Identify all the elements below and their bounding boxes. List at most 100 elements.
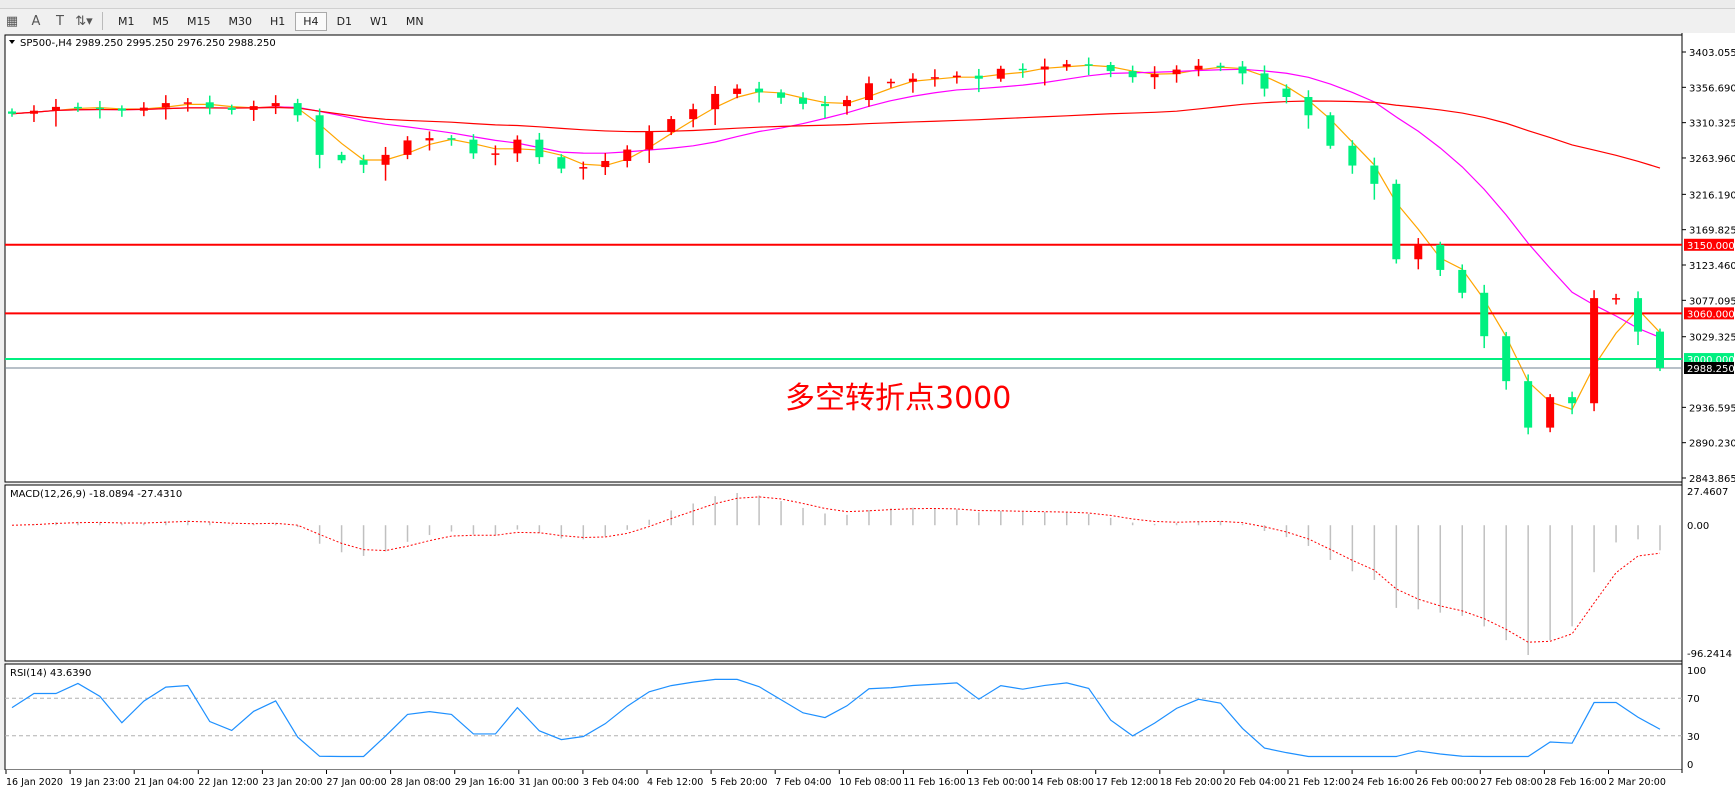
candle-body — [1128, 71, 1137, 78]
chart-window[interactable]: 3403.055 3356.690 3310.325 3263.960 3216.190… — [0, 33, 1735, 794]
candle-body — [1502, 336, 1511, 382]
time-tick-label: 11 Feb 16:00 — [903, 777, 965, 788]
candle-body — [315, 115, 324, 155]
price-tick-label: 3216.190 — [1689, 190, 1735, 201]
candle — [1062, 59, 1071, 71]
candle-body — [205, 102, 214, 108]
price-tick-label: 2843.865 — [1689, 474, 1735, 485]
rsi-tick-label: 30 — [1687, 732, 1700, 743]
timeframe-m15[interactable]: M15 — [187, 14, 211, 28]
candle-body — [601, 160, 610, 168]
text-icon[interactable]: A — [31, 13, 41, 29]
candle — [1458, 264, 1467, 299]
candle-body — [51, 106, 60, 111]
macd-label: MACD(12,26,9) -18.0894 -27.4310 — [10, 489, 182, 500]
candle-body — [1084, 64, 1093, 66]
candle-body — [1480, 292, 1489, 337]
candle-body — [1326, 115, 1335, 146]
candle-body — [667, 119, 676, 133]
timeframe-h4[interactable]: H4 — [295, 11, 327, 31]
timeframe-d1[interactable]: D1 — [336, 14, 353, 28]
candle — [799, 92, 808, 110]
hline-price-label: 3000.000 — [1687, 355, 1735, 366]
candle — [1612, 293, 1621, 305]
rsi-label: RSI(14) 43.6390 — [10, 668, 91, 679]
candle — [29, 105, 38, 122]
candle-body — [117, 108, 126, 111]
candle-body — [183, 102, 192, 104]
candle-body — [513, 139, 522, 154]
arrows-icon[interactable]: ⇅▾ — [75, 13, 93, 29]
hline-price-badge — [1684, 362, 1734, 375]
candle-body — [249, 106, 258, 110]
macd-signal-line — [11, 496, 1661, 643]
candle-body — [1524, 381, 1533, 428]
candle — [1546, 394, 1555, 433]
candle — [689, 103, 698, 128]
candle-body — [1106, 64, 1115, 72]
time-tick-label: 4 Feb 12:00 — [647, 777, 703, 788]
time-tick-label: 19 Jan 23:00 — [70, 777, 130, 788]
macd-tick-label: 27.4607 — [1687, 487, 1728, 498]
candle-body — [645, 132, 654, 150]
chart-header: SP500-,H4 2989.250 2995.250 2976.250 298… — [20, 38, 276, 49]
candle — [1194, 59, 1203, 77]
time-tick-label: 27 Jan 00:00 — [327, 777, 387, 788]
candle — [1282, 84, 1291, 104]
macd-panel — [4, 484, 1683, 662]
collapse-triangle-icon — [9, 40, 15, 44]
candle — [1524, 374, 1533, 435]
candle — [1392, 179, 1401, 264]
candle-body — [711, 93, 720, 110]
candle — [930, 69, 939, 87]
timeframe-mn[interactable]: MN — [405, 14, 424, 28]
candle-body — [337, 154, 346, 161]
candle — [601, 153, 610, 175]
grid-icon[interactable]: ▦ — [5, 13, 19, 29]
rsi-line — [11, 678, 1661, 758]
candle — [996, 65, 1005, 82]
candle — [293, 98, 302, 122]
ma-slow-line — [11, 100, 1661, 169]
candle — [139, 102, 148, 117]
time-tick-label: 17 Feb 12:00 — [1096, 777, 1158, 788]
candle — [842, 95, 851, 115]
timeframe-w1[interactable]: W1 — [370, 14, 388, 28]
candle-body — [821, 103, 830, 107]
time-tick-label: 31 Jan 00:00 — [519, 777, 579, 788]
price-tick-label: 2936.595 — [1689, 403, 1735, 414]
timeframe-m1[interactable]: M1 — [118, 14, 135, 28]
hline-price-label: 3150.000 — [1687, 241, 1735, 252]
candle-body — [733, 88, 742, 94]
candle — [908, 73, 917, 93]
timeframe-h1[interactable]: H1 — [270, 14, 286, 28]
timeframe-m5[interactable]: M5 — [152, 14, 170, 28]
candle — [1084, 57, 1093, 76]
candle-body — [1436, 244, 1445, 270]
candle — [1414, 238, 1423, 270]
candle — [491, 145, 500, 166]
time-axis-area — [0, 770, 1682, 794]
candle-body — [996, 68, 1005, 79]
price-tick-label: 3403.055 — [1689, 48, 1735, 59]
timeframe-m30[interactable]: M30 — [228, 14, 253, 28]
candle-body — [1392, 183, 1401, 260]
price-tick-label: 2890.230 — [1689, 439, 1735, 450]
candle-body — [73, 106, 82, 109]
time-tick-label: 21 Feb 12:00 — [1288, 777, 1350, 788]
candle-body — [1216, 65, 1225, 68]
hline-price-badge — [1684, 307, 1734, 320]
toolbar: ▦ A T ⇅▾ M1 M5 M15 M30 H1 H4 D1 W1 MN — [0, 9, 1735, 33]
candle — [1150, 66, 1159, 90]
time-tick-label: 21 Jan 04:00 — [134, 777, 194, 788]
time-tick-label: 28 Jan 08:00 — [391, 777, 451, 788]
candle — [821, 95, 830, 119]
candle-body — [908, 78, 917, 82]
candle-body — [1546, 397, 1555, 428]
candle — [1260, 65, 1269, 97]
candle-body — [95, 107, 104, 110]
candle — [1128, 65, 1137, 83]
annotation-text: 多空转折点3000 — [785, 381, 1011, 416]
candle — [425, 131, 434, 151]
text-label-icon[interactable]: T — [56, 13, 64, 29]
